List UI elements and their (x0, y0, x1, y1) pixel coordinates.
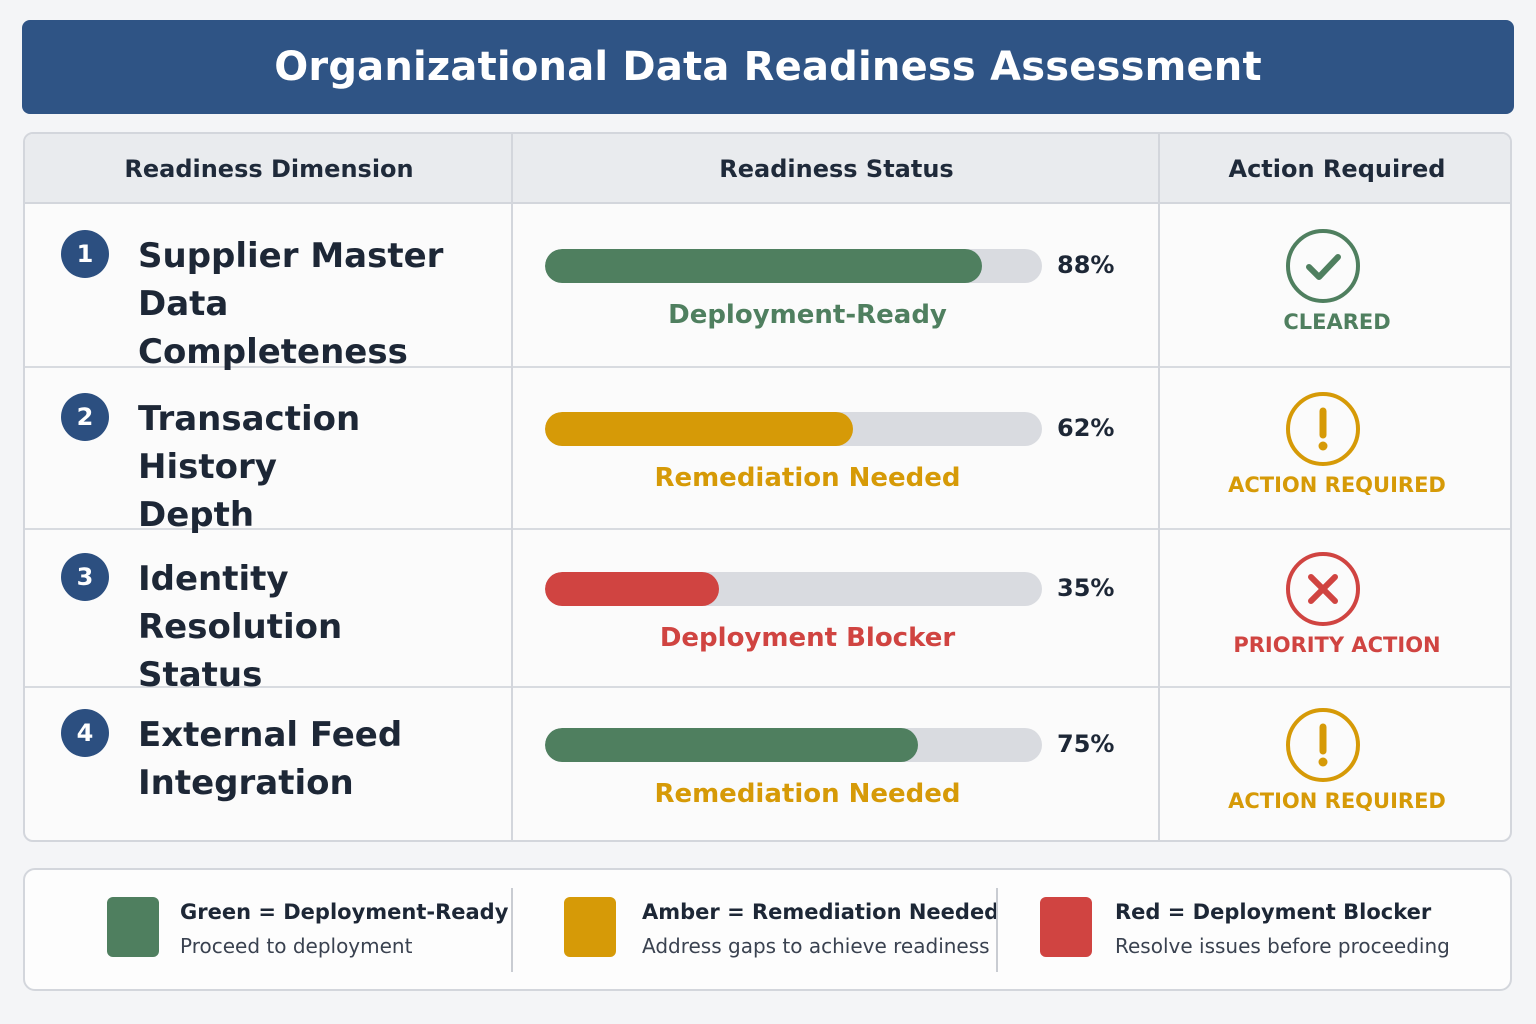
table-row: 4 External Feed Integration 75% Remediation … (25, 688, 1510, 840)
readiness-progress-bar (545, 572, 1042, 606)
legend-description: Resolve issues before proceeding (1115, 934, 1450, 958)
legend-swatch (107, 897, 159, 957)
legend-item-red: Red = Deployment Blocker Resolve issues b… (25, 870, 1510, 989)
readiness-progress-bar (545, 412, 1042, 446)
legend-divider (511, 888, 513, 972)
column-divider (1158, 134, 1160, 840)
dimension-label: Supplier Master Data Completeness (138, 232, 498, 376)
row-number-badge: 2 (61, 393, 109, 441)
page-title: Organizational Data Readiness Assessment (274, 44, 1262, 90)
readiness-progress-fill (545, 249, 983, 283)
dimension-line-2: Depth (138, 495, 255, 535)
dimension-line-1: Supplier Master Data (138, 236, 444, 324)
legend-title: Red = Deployment Blocker (1115, 900, 1432, 924)
action-label: ACTION REQUIRED (1228, 789, 1446, 813)
exclamation-circle-icon (1285, 707, 1361, 783)
action-label: CLEARED (1283, 310, 1391, 334)
legend-item-amber: Amber = Remediation Needed Address gaps t… (25, 870, 1510, 989)
column-divider (511, 134, 513, 840)
readiness-progress-fill (545, 572, 719, 606)
dimension-line-2: Status (138, 655, 263, 695)
dimension-label: Transaction History Depth (138, 395, 498, 539)
column-header-status: Readiness Status (719, 155, 954, 183)
legend-swatch (564, 897, 616, 957)
x-circle-icon (1285, 551, 1361, 627)
dimension-label: External Feed Integration (138, 711, 498, 807)
legend-description: Address gaps to achieve readiness (642, 934, 990, 958)
table-header: Readiness Dimension Readiness Status Act… (25, 134, 1510, 204)
status-label: Remediation Needed (654, 463, 961, 493)
readiness-progress-fill (545, 728, 918, 762)
dimension-line-2: Integration (138, 763, 354, 803)
table-row: 2 Transaction History Depth 62% Remediation … (25, 368, 1510, 535)
readiness-progress-bar (545, 249, 1042, 283)
readiness-percent: 75% (1057, 730, 1115, 758)
readiness-table: Readiness Dimension Readiness Status Act… (23, 132, 1512, 842)
readiness-progress-bar (545, 728, 1042, 762)
readiness-percent: 35% (1057, 574, 1115, 602)
dimension-line-1: External Feed (138, 715, 403, 755)
legend-item-green: Green = Deployment-Ready Proceed to deplo… (25, 870, 1510, 989)
dimension-line-2: Completeness (138, 332, 408, 372)
dimension-line-1: Identity Resolution (138, 559, 343, 647)
legend-title: Green = Deployment-Ready (180, 900, 509, 924)
row-number-badge: 3 (61, 553, 109, 601)
row-number-badge: 4 (61, 709, 109, 757)
check-circle-icon (1285, 228, 1361, 304)
column-header-action: Action Required (1228, 155, 1446, 183)
page-header: Organizational Data Readiness Assessment (22, 20, 1514, 114)
readiness-percent: 88% (1057, 251, 1115, 279)
action-label: ACTION REQUIRED (1228, 473, 1446, 497)
legend-divider (996, 888, 998, 972)
readiness-progress-fill (545, 412, 854, 446)
legend-title: Amber = Remediation Needed (642, 900, 1000, 924)
row-number-badge: 1 (61, 230, 109, 278)
dimension-line-1: Transaction History (138, 399, 361, 487)
status-label: Deployment Blocker (659, 623, 956, 653)
legend-swatch (1040, 897, 1092, 957)
legend-description: Proceed to deployment (180, 934, 413, 958)
exclamation-circle-icon (1285, 391, 1361, 467)
action-label: PRIORITY ACTION (1233, 633, 1441, 657)
status-label: Deployment-Ready (668, 300, 947, 330)
legend: Green = Deployment-Ready Proceed to deplo… (23, 868, 1512, 991)
readiness-percent: 62% (1057, 414, 1115, 442)
column-header-dimension: Readiness Dimension (124, 155, 414, 183)
table-row: 3 Identity Resolution Status 35% Deployment … (25, 530, 1510, 695)
dimension-label: Identity Resolution Status (138, 555, 498, 699)
status-label: Remediation Needed (654, 779, 961, 809)
table-row: 1 Supplier Master Data Completeness 88% Depl… (25, 204, 1510, 372)
